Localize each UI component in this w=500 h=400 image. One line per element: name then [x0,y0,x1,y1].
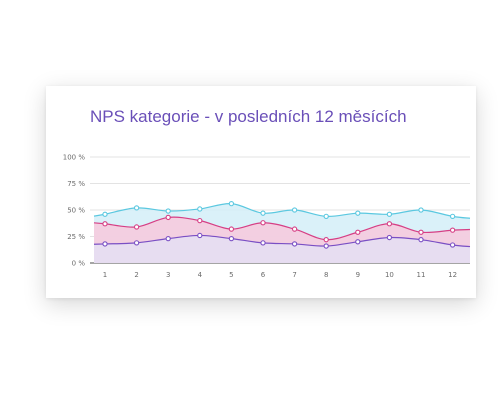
point-layer [102,200,456,249]
data-point[interactable] [260,240,266,246]
x-tick-label: 2 [134,271,138,279]
data-point[interactable] [228,200,235,207]
data-point[interactable] [323,213,329,220]
data-point[interactable] [386,211,393,217]
x-tick-label: 7 [292,271,296,279]
data-point[interactable] [165,208,171,214]
data-point[interactable] [197,206,203,212]
data-point[interactable] [323,237,329,243]
x-tick-label: 5 [229,271,233,279]
chart-plot: 0 %25 %50 %75 %100 %1 2 3 4 5 6 7 8 9 10 11 12 [63,154,471,280]
data-point[interactable] [355,239,361,245]
series-line [93,234,471,248]
x-tick-label: 3 [166,271,170,279]
chart-card: NPS kategorie - v posledních 12 měsících… [46,86,476,298]
data-point[interactable] [260,210,266,216]
data-point[interactable] [449,242,456,248]
data-point[interactable] [355,210,361,216]
data-point[interactable] [133,205,140,211]
data-point[interactable] [165,235,171,242]
data-point[interactable] [291,226,298,232]
data-point[interactable] [355,229,361,235]
area-layer [94,203,470,263]
data-point[interactable] [291,207,298,213]
data-point[interactable] [260,220,266,226]
axis-layer: 0 %25 %50 %75 %100 %1 2 3 4 5 6 7 8 9 10 11 12 [63,154,457,280]
data-point[interactable] [418,237,424,243]
x-tick-label: 4 [198,271,203,279]
data-point[interactable] [133,240,140,246]
series-line [93,216,471,241]
data-point[interactable] [418,229,424,235]
data-point[interactable] [133,224,140,230]
x-tick-label: 8 [324,271,328,279]
y-tick-label: 75 % [67,180,85,188]
y-tick-label: 25 % [67,233,85,241]
data-point[interactable] [102,211,108,217]
data-point[interactable] [197,232,203,239]
data-point[interactable] [228,226,235,232]
y-tick-label: 100 % [63,154,86,162]
data-point[interactable] [386,221,393,227]
y-tick-label: 0 % [72,260,86,268]
y-tick-label: 50 % [67,207,85,215]
series-area [94,235,470,263]
data-point[interactable] [165,214,171,221]
data-point[interactable] [449,213,456,220]
x-tick-label: 6 [261,271,266,279]
data-point[interactable] [102,221,108,227]
x-tick-label: 11 [417,271,426,279]
data-point[interactable] [291,241,298,247]
data-point[interactable] [323,243,329,249]
x-tick-label: 1 [103,271,107,279]
chart-title: NPS kategorie - v posledních 12 měsících [90,107,407,126]
data-point[interactable] [418,207,424,213]
x-tick-label: 12 [448,271,457,279]
data-point[interactable] [102,241,108,247]
data-point[interactable] [197,217,203,224]
data-point[interactable] [386,234,393,241]
x-tick-label: 9 [356,271,360,279]
x-tick-label: 10 [385,271,394,279]
data-point[interactable] [449,227,456,233]
data-point[interactable] [228,235,235,242]
